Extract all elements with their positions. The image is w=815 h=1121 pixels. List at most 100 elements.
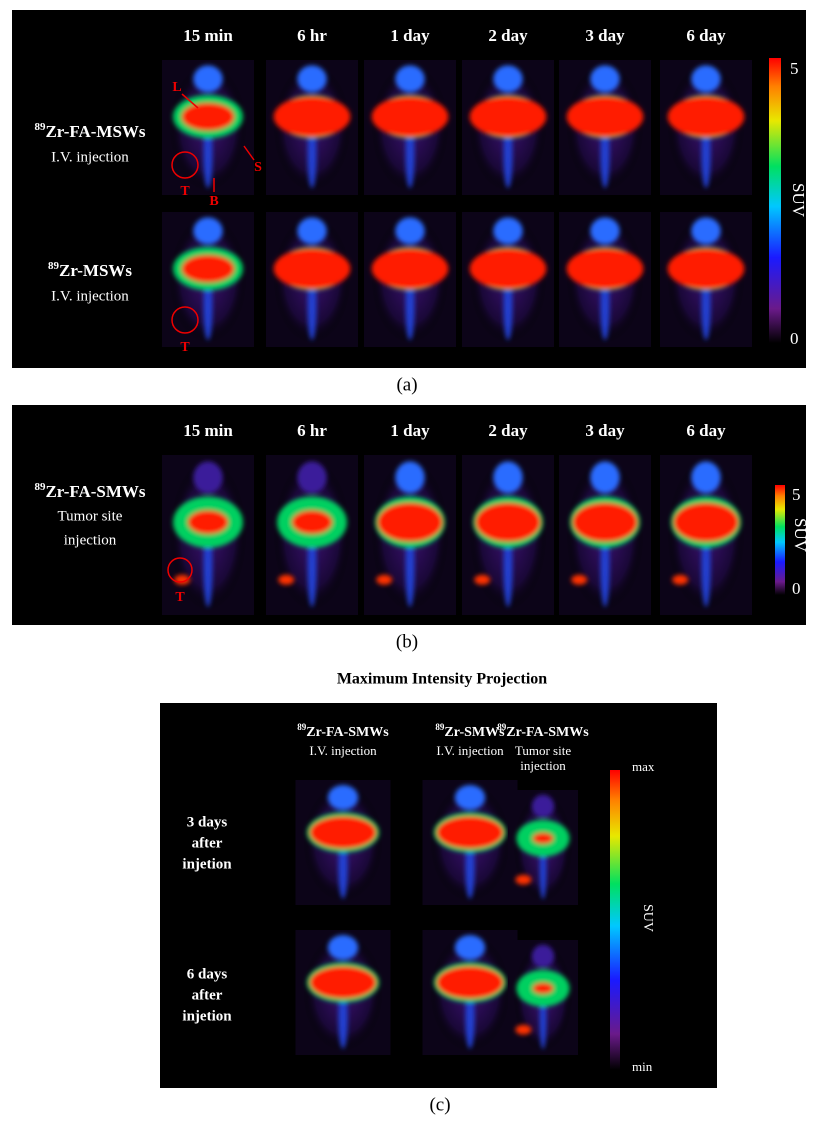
colorbar-label: SUV	[791, 518, 810, 553]
annotation: T	[175, 590, 185, 605]
tumor	[515, 875, 531, 885]
row-label: 89Zr-FA-SMWs	[34, 481, 145, 501]
liver	[274, 97, 351, 137]
row-route: I.V. injection	[51, 149, 129, 165]
colorbar-min: 0	[792, 579, 801, 598]
tumor	[672, 575, 688, 585]
head	[493, 65, 522, 92]
liver	[476, 503, 541, 542]
head	[455, 935, 485, 960]
liver	[573, 503, 638, 542]
column-label: 15 min	[183, 26, 233, 45]
colorbar-label: SUV	[640, 904, 655, 932]
pet-image	[364, 60, 456, 195]
column-label: 6 hr	[297, 421, 327, 440]
liver	[533, 983, 554, 994]
colorbar-max: max	[632, 759, 655, 774]
head	[193, 217, 222, 244]
column-name: Zr-SMWs	[444, 725, 505, 740]
liver	[274, 249, 351, 289]
caption: (a)	[396, 374, 417, 395]
row-route: I.V. injection	[51, 288, 129, 304]
tumor	[515, 1025, 531, 1035]
pet-image	[508, 940, 578, 1055]
pet-image	[462, 60, 554, 195]
liver	[182, 255, 234, 282]
head	[691, 65, 720, 92]
annotation: T	[180, 184, 190, 199]
liver	[378, 503, 443, 542]
head	[328, 785, 358, 810]
pet-image	[296, 780, 391, 905]
row-label: 3 days	[187, 814, 228, 830]
pet-image	[364, 455, 456, 615]
colorbar-max: 5	[790, 59, 799, 78]
head	[395, 217, 424, 244]
row-route: injection	[64, 532, 117, 548]
row-label: after	[192, 987, 223, 1003]
head	[691, 217, 720, 244]
liver	[437, 967, 503, 999]
tumor	[278, 575, 294, 585]
liver	[372, 97, 449, 137]
tumor	[571, 575, 587, 585]
column-label: 3 day	[585, 26, 625, 45]
head	[297, 65, 326, 92]
liver	[470, 249, 547, 289]
pet-image	[508, 790, 578, 905]
liver	[310, 817, 376, 849]
liver	[567, 97, 644, 137]
annotation: B	[209, 194, 218, 209]
liver	[567, 249, 644, 289]
colorbar	[775, 485, 785, 595]
annotation: L	[172, 80, 181, 95]
head	[532, 795, 554, 818]
liver	[668, 97, 745, 137]
colorbar	[610, 770, 620, 1070]
row-label: injetion	[182, 1008, 232, 1024]
pet-image	[660, 60, 752, 195]
column-label: 89Zr-SMWs	[435, 722, 505, 740]
head	[193, 461, 222, 493]
liver	[674, 503, 739, 542]
head	[455, 785, 485, 810]
pet-image	[423, 930, 518, 1055]
column-label: 3 day	[585, 421, 625, 440]
tumor	[376, 575, 392, 585]
figure: 15 min6 hr1 day2 day3 day6 day 89Zr-FA-M…	[0, 0, 815, 1121]
head	[590, 217, 619, 244]
pet-image	[559, 455, 651, 615]
liver	[533, 833, 554, 844]
column-name: Zr-FA-SMWs	[306, 725, 389, 740]
pet-image	[462, 212, 554, 347]
head	[395, 461, 424, 493]
column-label: 1 day	[390, 421, 430, 440]
column-route: I.V. injection	[436, 743, 504, 758]
row-label: 89Zr-MSWs	[48, 260, 132, 280]
pet-image	[423, 780, 518, 905]
head	[691, 461, 720, 493]
column-label: 2 day	[488, 421, 528, 440]
colorbar-min: min	[632, 1059, 653, 1074]
pet-image	[660, 455, 752, 615]
head	[297, 461, 326, 493]
column-route: Tumor site	[515, 743, 571, 758]
head	[493, 217, 522, 244]
pet-image	[559, 212, 651, 347]
annotation: S	[254, 160, 262, 175]
column-label: 15 min	[183, 421, 233, 440]
column-label: 6 day	[686, 26, 726, 45]
head	[395, 65, 424, 92]
liver	[182, 103, 234, 130]
column-label: 6 hr	[297, 26, 327, 45]
liver	[668, 249, 745, 289]
column-route: I.V. injection	[309, 743, 377, 758]
pet-image	[364, 212, 456, 347]
head	[590, 65, 619, 92]
pet-image	[559, 60, 651, 195]
liver	[310, 967, 376, 999]
row-label: 6 days	[187, 966, 228, 982]
pet-image	[296, 930, 391, 1055]
colorbar-max: 5	[792, 485, 801, 504]
column-route: injection	[520, 758, 566, 773]
